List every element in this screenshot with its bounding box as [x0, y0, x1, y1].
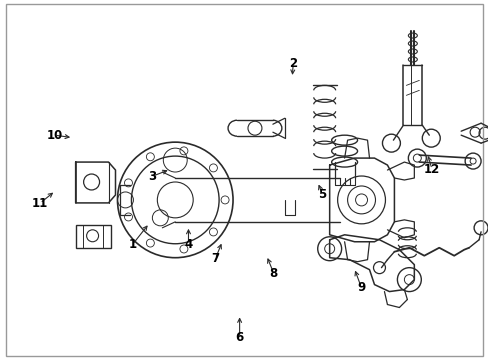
Text: 5: 5 [318, 188, 326, 201]
Ellipse shape [407, 57, 416, 62]
Text: 11: 11 [32, 197, 48, 210]
Text: 2: 2 [288, 57, 297, 70]
Text: 8: 8 [269, 267, 277, 280]
Text: 9: 9 [357, 281, 365, 294]
Bar [6, 4, 482, 356]
Text: 10: 10 [46, 129, 62, 142]
Ellipse shape [407, 33, 416, 38]
Text: 1: 1 [128, 238, 136, 251]
Text: 12: 12 [423, 163, 439, 176]
Text: 6: 6 [235, 331, 243, 344]
Text: 4: 4 [184, 238, 192, 251]
Ellipse shape [407, 41, 416, 46]
Text: 7: 7 [211, 252, 219, 265]
Ellipse shape [407, 49, 416, 54]
Text: 3: 3 [147, 170, 156, 183]
